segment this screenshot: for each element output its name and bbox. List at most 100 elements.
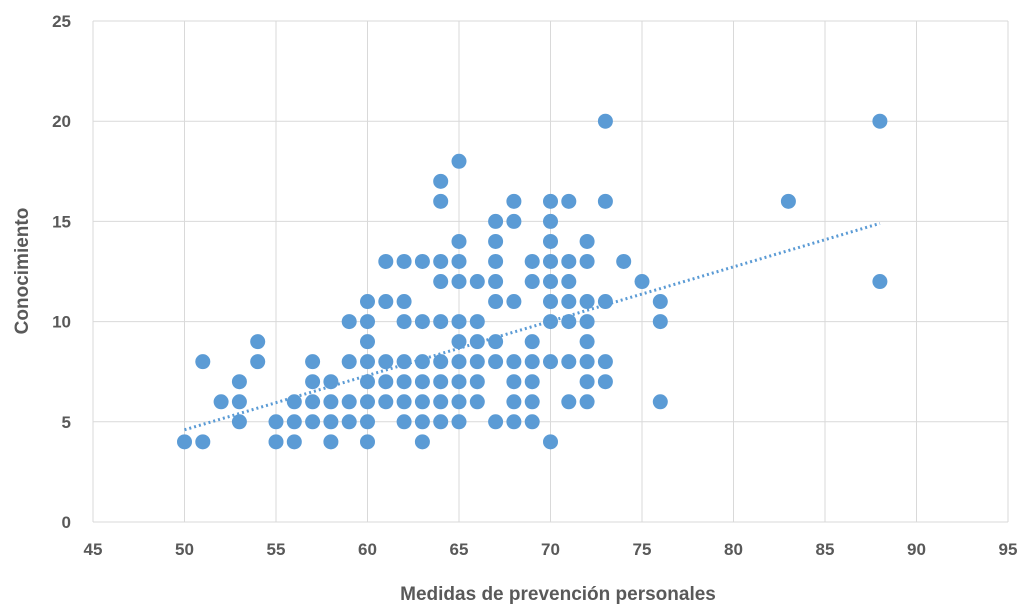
x-tick-label: 95 [999,540,1018,559]
data-point [506,354,522,370]
data-point [231,394,247,410]
data-point [414,394,430,410]
data-point [433,274,449,290]
data-point [488,354,504,370]
data-point [652,294,668,310]
data-point [341,414,357,430]
data-point [469,394,485,410]
data-point [360,334,375,350]
data-point [323,434,339,450]
data-point [780,193,796,209]
data-point [579,354,595,370]
data-point [652,394,668,410]
data-point [543,354,558,370]
data-point [506,394,522,410]
data-point [451,314,467,330]
x-tick-label: 80 [724,540,743,559]
data-point [378,394,394,410]
data-point [616,253,632,269]
data-point [524,253,540,269]
data-point [360,294,375,310]
data-point [414,354,430,370]
data-point [360,394,375,410]
data-point [488,414,504,430]
y-tick-label: 20 [52,112,71,131]
data-point [469,334,485,350]
data-point [561,314,577,330]
data-point [213,394,229,410]
y-axis-title: Conocimiento [12,208,33,335]
data-point [451,354,467,370]
data-point [561,294,577,310]
y-tick-label: 10 [52,313,71,332]
data-point [543,233,558,249]
data-point [360,354,375,370]
data-point [305,354,321,370]
data-point [341,394,357,410]
data-point [634,274,650,290]
data-point [579,233,595,249]
data-point [469,274,485,290]
data-points [177,113,888,450]
data-point [543,193,558,209]
data-point [524,274,540,290]
data-point [341,354,357,370]
data-point [268,434,284,450]
data-point [433,253,449,269]
x-tick-label: 85 [816,540,835,559]
data-point [433,374,449,390]
x-tick-label: 55 [267,540,286,559]
data-point [433,193,449,209]
data-point [378,294,394,310]
data-point [543,434,558,450]
data-point [579,294,595,310]
data-point [305,394,321,410]
data-point [561,253,577,269]
data-point [414,434,430,450]
data-point [286,434,302,450]
data-point [433,314,449,330]
data-point [305,414,321,430]
x-tick-label: 70 [541,540,560,559]
data-point [652,314,668,330]
x-tick-label: 75 [633,540,652,559]
data-point [396,294,412,310]
data-point [506,213,522,229]
data-point [488,274,504,290]
data-point [323,394,339,410]
data-point [414,314,430,330]
data-point [597,374,613,390]
data-point [195,354,211,370]
data-point [451,233,467,249]
data-point [506,193,522,209]
data-point [323,374,339,390]
data-point [451,394,467,410]
data-point [360,314,375,330]
data-point [561,354,577,370]
x-tick-label: 60 [358,540,377,559]
data-point [195,434,211,450]
data-point [469,374,485,390]
data-point [469,354,485,370]
x-tick-label: 65 [450,540,469,559]
data-point [396,394,412,410]
y-tick-labels: 0 5 10 15 20 25 [52,12,71,532]
data-point [396,374,412,390]
x-axis-title: Medidas de prevención personales [400,584,716,605]
data-point [451,253,467,269]
data-point [323,414,339,430]
data-point [305,374,321,390]
data-point [414,253,430,269]
data-point [433,414,449,430]
data-point [597,294,613,310]
data-point [597,354,613,370]
data-point [268,414,284,430]
data-point [451,274,467,290]
trendline-layer [184,221,881,432]
data-point [360,374,375,390]
data-point [488,334,504,350]
y-tick-label: 15 [52,212,71,231]
data-point [286,414,302,430]
data-point [286,394,302,410]
